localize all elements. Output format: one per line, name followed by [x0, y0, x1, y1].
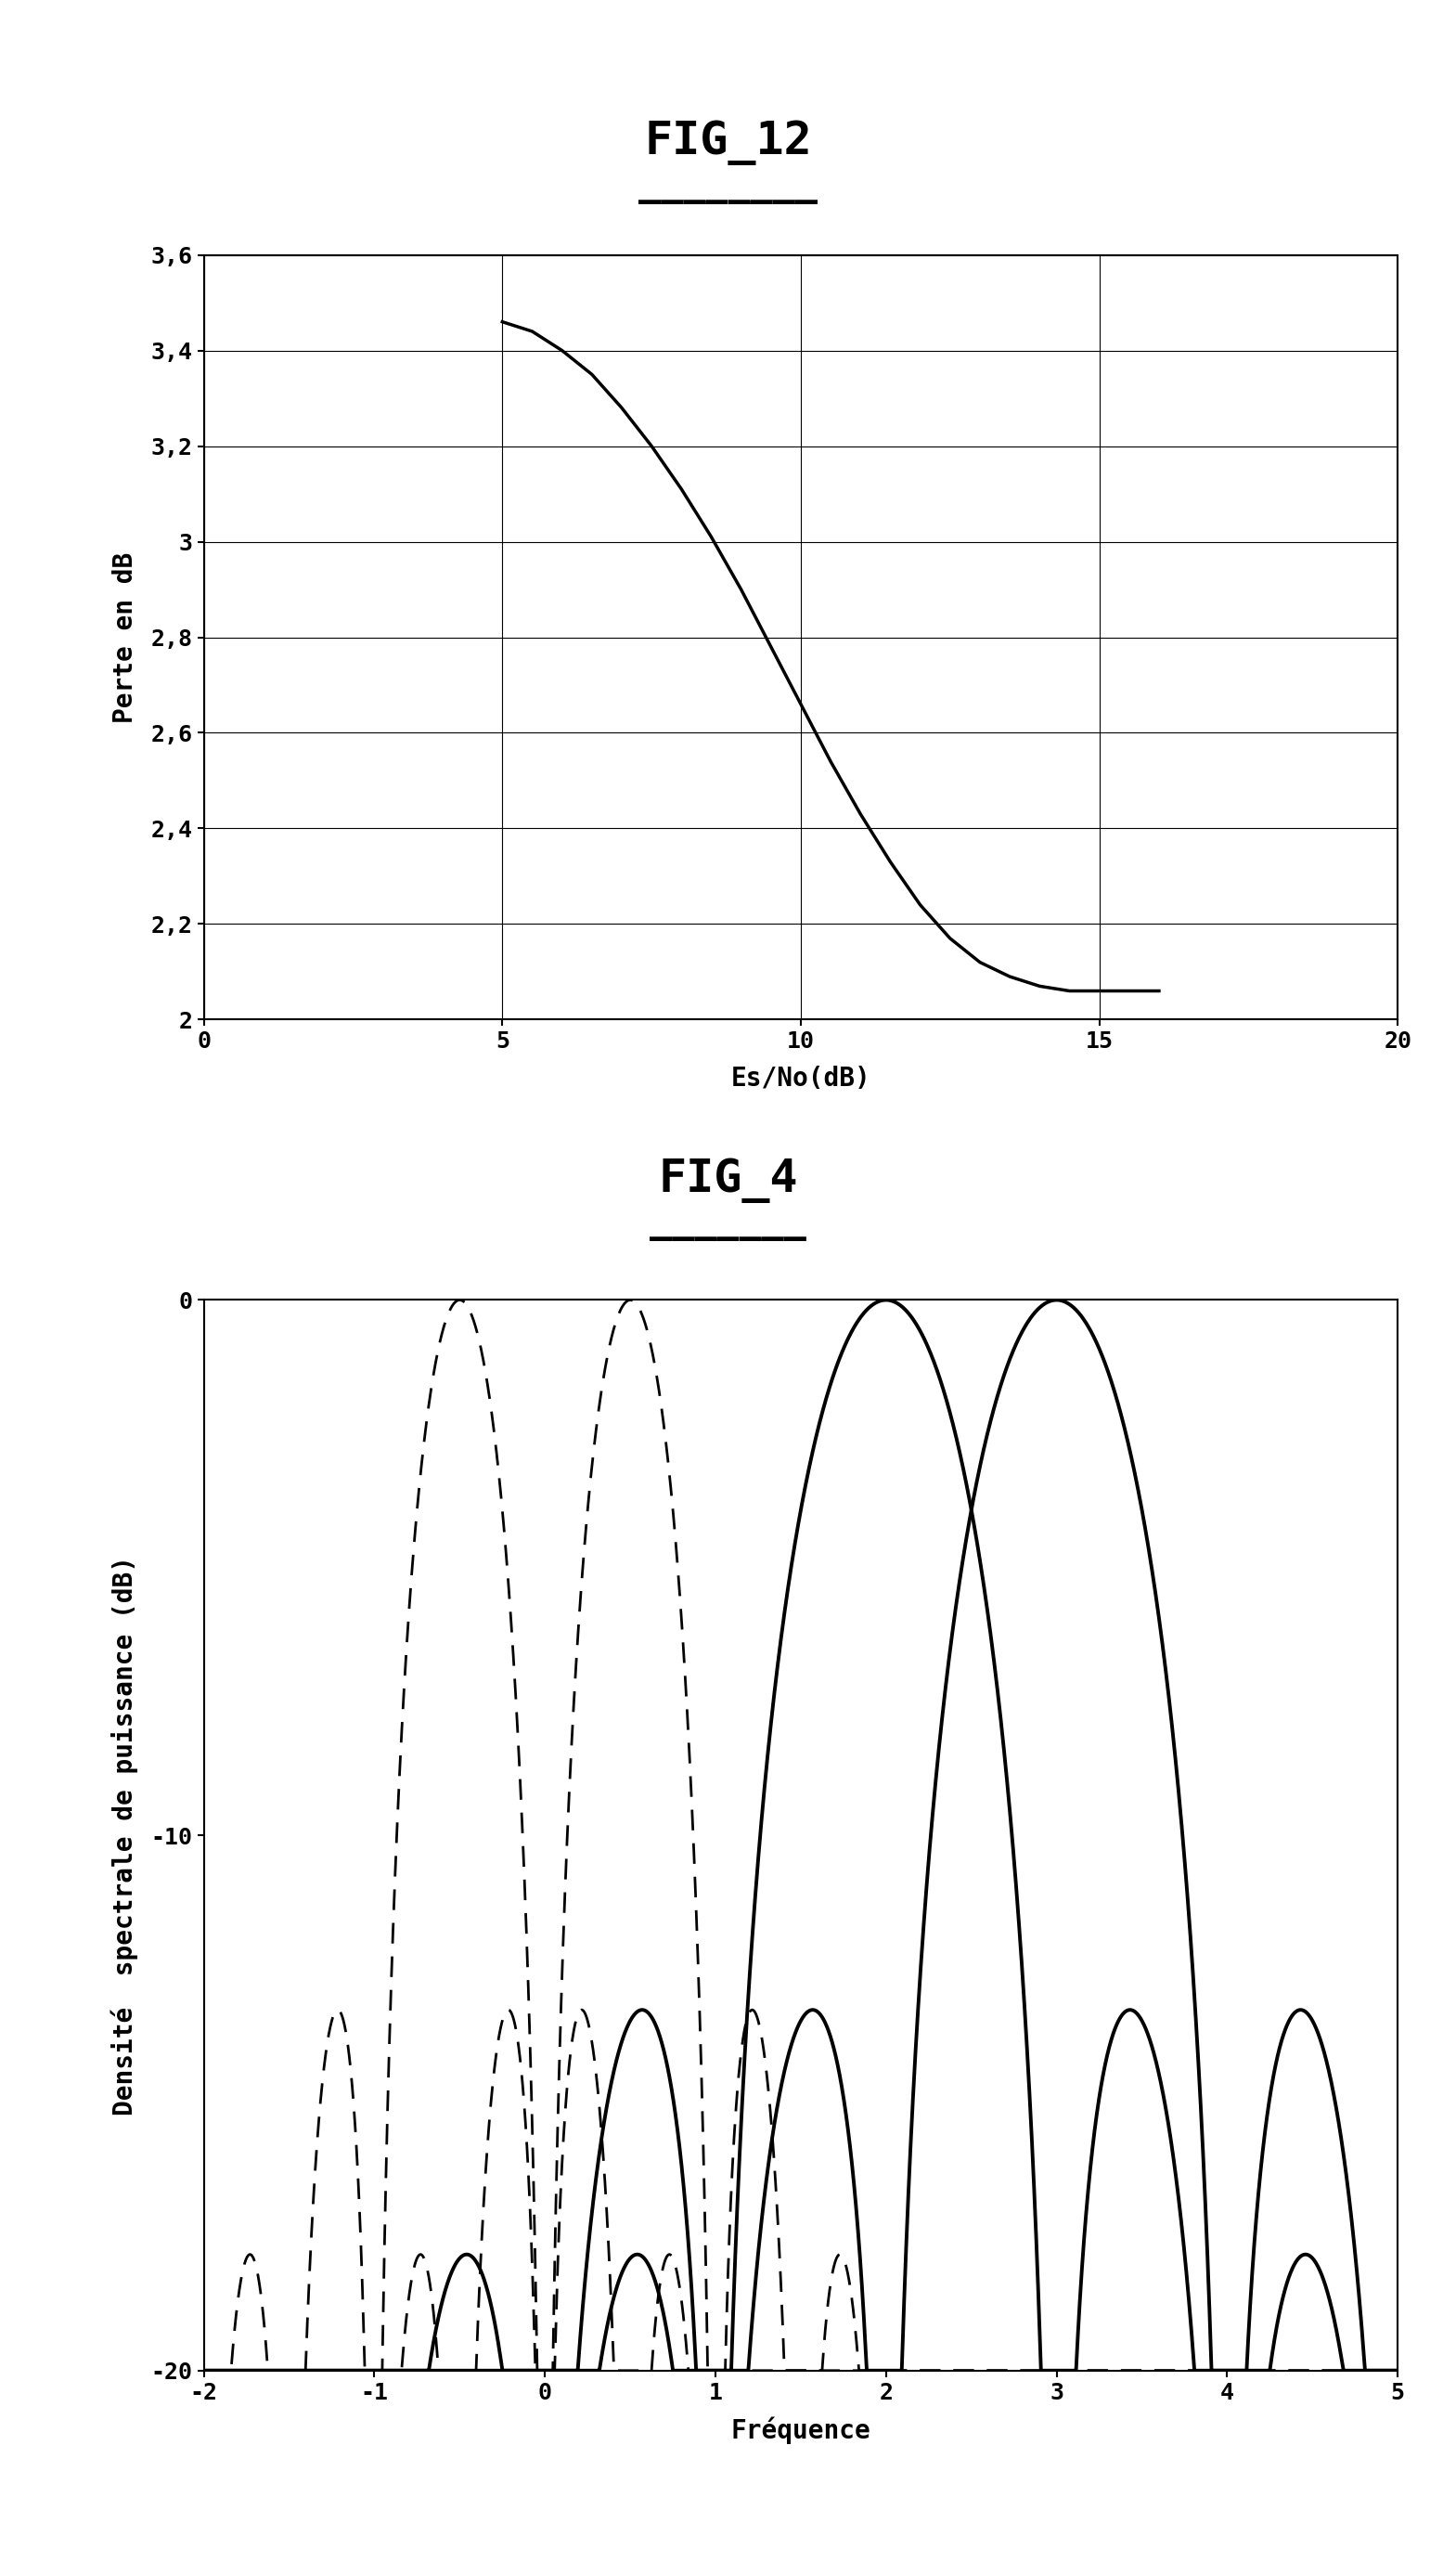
Y-axis label: Densité  spectrale de puissance (dB): Densité spectrale de puissance (dB) — [111, 1555, 138, 2116]
Text: FIG_4: FIG_4 — [658, 1157, 798, 1203]
X-axis label: Fréquence: Fréquence — [731, 2416, 871, 2444]
Text: ————————: ———————— — [638, 184, 818, 219]
Y-axis label: Perte en dB: Perte en dB — [112, 551, 138, 724]
Text: FIG_12: FIG_12 — [644, 120, 812, 166]
X-axis label: Es/No(dB): Es/No(dB) — [731, 1065, 871, 1091]
Text: ———————: ——————— — [649, 1221, 807, 1257]
